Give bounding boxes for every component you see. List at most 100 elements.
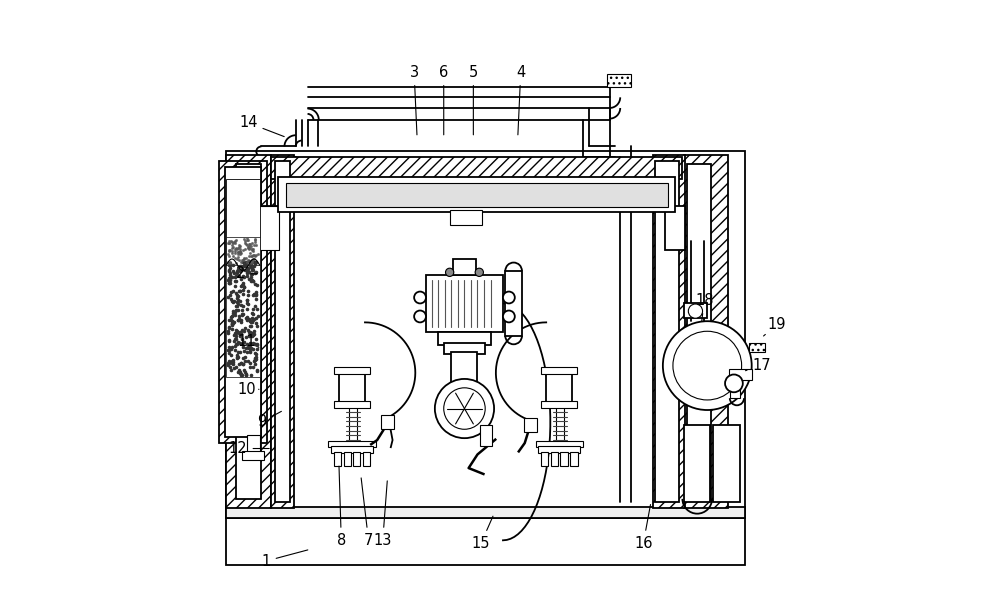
Point xyxy=(234,264,250,274)
Point xyxy=(229,298,245,307)
Bar xyxy=(271,156,682,179)
Point xyxy=(242,347,258,357)
Bar xyxy=(541,367,577,374)
Point xyxy=(234,305,250,315)
Point xyxy=(227,272,243,281)
Point xyxy=(243,343,259,353)
Point xyxy=(233,300,249,309)
Point xyxy=(242,317,258,326)
Point xyxy=(227,239,243,248)
Point xyxy=(246,261,262,271)
Point xyxy=(245,265,261,274)
Point xyxy=(229,293,245,303)
Circle shape xyxy=(503,292,515,303)
Point xyxy=(230,315,246,324)
Point xyxy=(239,267,255,276)
Bar xyxy=(538,446,580,453)
Bar xyxy=(331,446,373,453)
Text: 7: 7 xyxy=(361,478,373,548)
Point xyxy=(230,347,246,356)
Point xyxy=(236,272,252,281)
Point xyxy=(238,313,254,322)
Point xyxy=(232,241,248,250)
Point xyxy=(239,235,255,245)
Point xyxy=(233,328,249,337)
Bar xyxy=(278,177,675,212)
Bar xyxy=(536,441,583,447)
Point xyxy=(240,264,256,273)
Point xyxy=(226,237,242,246)
Point xyxy=(242,358,258,368)
Point xyxy=(237,324,253,333)
Point xyxy=(234,339,250,349)
Point xyxy=(239,304,255,314)
Point xyxy=(241,343,257,353)
Bar xyxy=(286,183,668,208)
Point xyxy=(232,286,248,295)
Bar xyxy=(426,275,503,331)
Point xyxy=(230,337,246,347)
Point xyxy=(225,261,241,270)
Point xyxy=(228,289,244,298)
Point xyxy=(222,290,238,300)
Point xyxy=(246,240,262,250)
Text: 19: 19 xyxy=(764,317,786,336)
Point xyxy=(224,321,240,330)
Point xyxy=(242,248,258,258)
Point xyxy=(245,362,261,372)
Point xyxy=(222,278,238,288)
Point xyxy=(236,346,252,356)
Circle shape xyxy=(725,374,743,392)
Point xyxy=(232,347,248,357)
Point xyxy=(249,340,265,349)
Point xyxy=(245,304,261,314)
Point xyxy=(243,321,259,330)
Point xyxy=(231,241,247,250)
Text: 6: 6 xyxy=(439,65,448,135)
Point xyxy=(248,349,264,358)
Point xyxy=(245,246,261,255)
Point xyxy=(234,325,250,334)
Bar xyxy=(236,164,261,499)
Bar xyxy=(713,425,740,502)
Point xyxy=(228,235,244,245)
Point xyxy=(244,330,260,340)
Bar xyxy=(353,452,360,466)
Point xyxy=(245,345,261,354)
Bar xyxy=(334,452,341,466)
Bar xyxy=(684,155,728,508)
Point xyxy=(248,352,264,362)
Point xyxy=(245,290,261,300)
Point xyxy=(230,368,246,377)
Point xyxy=(240,299,256,309)
Point xyxy=(239,295,255,305)
Point xyxy=(244,245,260,255)
Point xyxy=(237,245,253,254)
Point xyxy=(221,349,237,358)
Point xyxy=(239,315,255,324)
Point xyxy=(247,237,263,247)
Point xyxy=(245,250,261,260)
Point xyxy=(224,316,240,325)
Point xyxy=(227,244,243,253)
Circle shape xyxy=(503,311,515,322)
Point xyxy=(242,316,258,325)
Point xyxy=(240,255,256,265)
Point xyxy=(244,269,260,278)
Point xyxy=(237,238,253,248)
Point xyxy=(242,327,258,337)
Point xyxy=(238,240,254,249)
Point xyxy=(224,249,240,258)
Point xyxy=(232,266,248,275)
Point xyxy=(239,339,255,349)
Point xyxy=(229,339,245,349)
Point xyxy=(240,342,256,352)
Point xyxy=(227,328,243,337)
Point xyxy=(221,246,237,256)
Text: 11: 11 xyxy=(237,334,259,349)
Point xyxy=(232,328,248,337)
Bar xyxy=(551,452,558,466)
Point xyxy=(223,312,239,321)
Point xyxy=(246,257,262,267)
Bar xyxy=(653,155,685,508)
